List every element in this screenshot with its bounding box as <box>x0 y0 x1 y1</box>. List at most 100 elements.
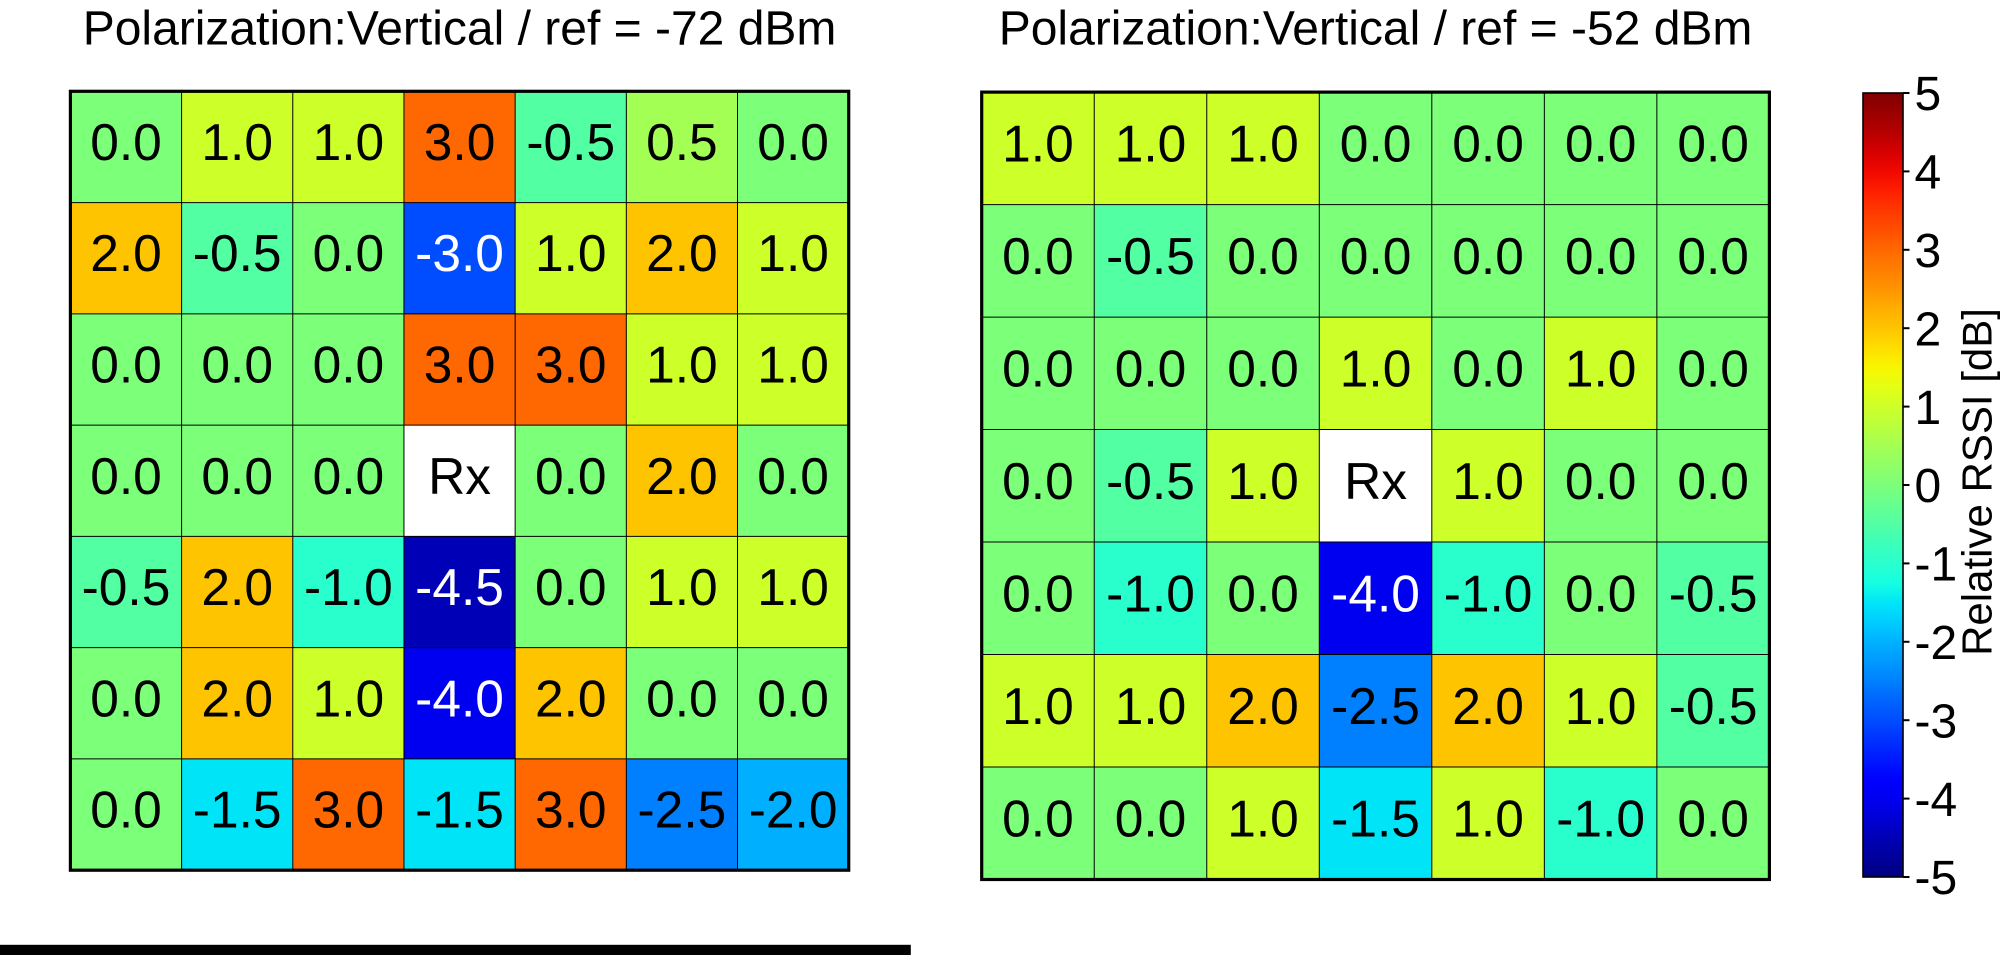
svg-text:1.0: 1.0 <box>646 335 718 393</box>
svg-text:0.0: 0.0 <box>535 558 607 616</box>
svg-text:Polarization:Vertical / ref =: Polarization:Vertical / ref = -72 dBm <box>83 2 837 55</box>
svg-text:1.0: 1.0 <box>1340 339 1412 397</box>
svg-text:0.0: 0.0 <box>90 669 162 727</box>
svg-text:-0.5: -0.5 <box>1106 227 1195 285</box>
svg-text:-5: -5 <box>1915 852 1958 905</box>
svg-text:2.0: 2.0 <box>646 224 718 282</box>
svg-text:1: 1 <box>1915 382 1942 435</box>
svg-text:0: 0 <box>1915 460 1942 513</box>
svg-text:-0.5: -0.5 <box>1106 452 1195 510</box>
svg-text:-3: -3 <box>1915 695 1958 748</box>
svg-text:0.0: 0.0 <box>1452 339 1524 397</box>
svg-text:0.0: 0.0 <box>535 447 607 505</box>
svg-text:Polarization:Vertical / ref =: Polarization:Vertical / ref = -52 dBm <box>999 2 1753 55</box>
svg-text:0.0: 0.0 <box>1452 227 1524 285</box>
svg-text:-3.0: -3.0 <box>415 224 504 282</box>
svg-text:1.0: 1.0 <box>757 335 829 393</box>
svg-text:-1: -1 <box>1915 539 1958 592</box>
svg-text:3.0: 3.0 <box>424 113 496 171</box>
svg-text:2.0: 2.0 <box>90 224 162 282</box>
svg-text:0.0: 0.0 <box>1677 227 1749 285</box>
svg-text:2: 2 <box>1915 303 1942 356</box>
svg-text:0.5: 0.5 <box>646 113 718 171</box>
svg-text:4: 4 <box>1915 147 1942 200</box>
svg-text:0.0: 0.0 <box>757 447 829 505</box>
svg-text:1.0: 1.0 <box>1227 452 1299 510</box>
svg-text:0.0: 0.0 <box>1002 452 1074 510</box>
svg-text:1.0: 1.0 <box>1115 677 1187 735</box>
svg-text:2.0: 2.0 <box>201 669 273 727</box>
svg-text:0.0: 0.0 <box>1565 452 1637 510</box>
svg-text:-1.0: -1.0 <box>1106 564 1195 622</box>
svg-text:1.0: 1.0 <box>1452 789 1524 847</box>
svg-text:-2.5: -2.5 <box>638 781 727 839</box>
svg-text:2.0: 2.0 <box>535 669 607 727</box>
svg-text:0.0: 0.0 <box>90 113 162 171</box>
svg-text:1.0: 1.0 <box>1115 114 1187 172</box>
svg-text:0.0: 0.0 <box>1227 227 1299 285</box>
svg-text:0.0: 0.0 <box>757 113 829 171</box>
svg-text:0.0: 0.0 <box>1002 789 1074 847</box>
svg-text:-1.5: -1.5 <box>415 781 504 839</box>
svg-text:2.0: 2.0 <box>1452 677 1524 735</box>
svg-text:-1.0: -1.0 <box>1444 564 1533 622</box>
svg-text:0.0: 0.0 <box>313 335 385 393</box>
svg-text:1.0: 1.0 <box>1452 452 1524 510</box>
svg-text:0.0: 0.0 <box>1227 339 1299 397</box>
svg-text:Rx: Rx <box>428 447 491 505</box>
svg-text:1.0: 1.0 <box>1002 114 1074 172</box>
svg-text:-1.5: -1.5 <box>193 781 282 839</box>
svg-text:-0.5: -0.5 <box>1669 677 1758 735</box>
svg-text:0.0: 0.0 <box>1115 339 1187 397</box>
svg-text:1.0: 1.0 <box>1227 114 1299 172</box>
svg-text:0.0: 0.0 <box>1002 339 1074 397</box>
svg-text:0.0: 0.0 <box>1227 564 1299 622</box>
svg-text:0.0: 0.0 <box>1565 564 1637 622</box>
svg-text:-4.0: -4.0 <box>415 669 504 727</box>
svg-text:1.0: 1.0 <box>757 224 829 282</box>
svg-text:1.0: 1.0 <box>201 113 273 171</box>
svg-text:2.0: 2.0 <box>1227 677 1299 735</box>
svg-text:-1.0: -1.0 <box>1556 789 1645 847</box>
svg-text:2.0: 2.0 <box>646 447 718 505</box>
svg-text:0.0: 0.0 <box>313 224 385 282</box>
svg-text:0.0: 0.0 <box>201 335 273 393</box>
svg-text:Rx: Rx <box>1344 452 1407 510</box>
svg-text:0.0: 0.0 <box>90 335 162 393</box>
svg-text:0.0: 0.0 <box>757 669 829 727</box>
svg-text:0.0: 0.0 <box>1677 789 1749 847</box>
svg-text:0.0: 0.0 <box>1115 789 1187 847</box>
svg-text:0.0: 0.0 <box>201 447 273 505</box>
svg-text:3.0: 3.0 <box>424 335 496 393</box>
svg-text:0.0: 0.0 <box>1677 452 1749 510</box>
svg-text:1.0: 1.0 <box>1002 677 1074 735</box>
svg-text:3.0: 3.0 <box>535 335 607 393</box>
svg-text:0.0: 0.0 <box>1002 564 1074 622</box>
svg-text:-2: -2 <box>1915 617 1958 670</box>
svg-text:-2.5: -2.5 <box>1331 677 1420 735</box>
svg-text:1.0: 1.0 <box>646 558 718 616</box>
svg-text:0.0: 0.0 <box>1452 114 1524 172</box>
svg-text:-0.5: -0.5 <box>1669 564 1758 622</box>
svg-text:0.0: 0.0 <box>646 669 718 727</box>
svg-text:-2.0: -2.0 <box>749 781 838 839</box>
svg-text:-0.5: -0.5 <box>82 558 171 616</box>
svg-text:-4.0: -4.0 <box>1331 564 1420 622</box>
svg-text:1.0: 1.0 <box>1565 677 1637 735</box>
svg-text:1.0: 1.0 <box>313 669 385 727</box>
svg-text:0.0: 0.0 <box>1340 227 1412 285</box>
svg-text:0.0: 0.0 <box>1677 114 1749 172</box>
svg-text:0.0: 0.0 <box>313 447 385 505</box>
svg-text:3.0: 3.0 <box>313 781 385 839</box>
svg-text:2.0: 2.0 <box>201 558 273 616</box>
svg-text:1.0: 1.0 <box>535 224 607 282</box>
svg-text:3.0: 3.0 <box>535 781 607 839</box>
svg-text:0.0: 0.0 <box>90 447 162 505</box>
svg-text:-1.0: -1.0 <box>304 558 393 616</box>
svg-text:-1.5: -1.5 <box>1331 789 1420 847</box>
svg-text:-0.5: -0.5 <box>193 224 282 282</box>
svg-text:0.0: 0.0 <box>1677 339 1749 397</box>
svg-text:5: 5 <box>1915 68 1942 121</box>
svg-text:0.0: 0.0 <box>1002 227 1074 285</box>
svg-text:1.0: 1.0 <box>1227 789 1299 847</box>
